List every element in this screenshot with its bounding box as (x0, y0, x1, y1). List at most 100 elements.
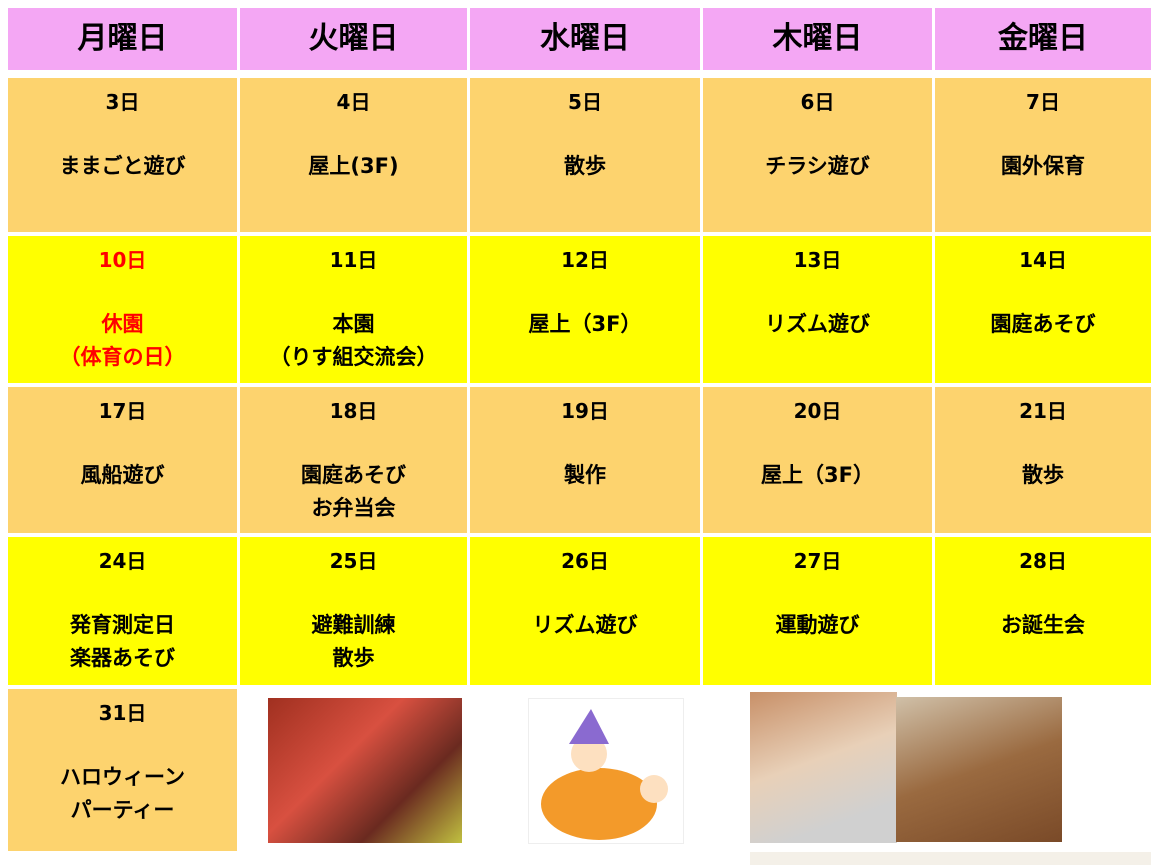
activity-line: リズム遊び (532, 613, 638, 637)
activity-line: 散歩 (1022, 463, 1064, 487)
activity-line: ままごと遊び (59, 154, 186, 178)
day-cell: 7日園外保育 (935, 78, 1151, 232)
activity-line: 園庭あそび (990, 312, 1096, 336)
activity: 風船遊び (8, 459, 237, 492)
illustration (528, 698, 684, 844)
day-header: 火曜日 (240, 8, 467, 70)
day-cell: 10日休園 （体育の日） (8, 236, 237, 383)
activity-line: 屋上(3F) (308, 154, 399, 178)
day-cell: 31日ハロウィーン パーティー (8, 689, 237, 851)
activity-line: 屋上（3F） (761, 463, 874, 487)
activity: 散歩 (935, 459, 1151, 492)
day-header: 月曜日 (8, 8, 237, 70)
date: 11日 (329, 248, 378, 272)
photo (750, 692, 897, 843)
date: 12日 (561, 248, 609, 272)
day-cell: 17日風船遊び (8, 387, 237, 533)
activity-line: 発育測定日 (70, 613, 175, 637)
day-cell: 14日園庭あそび (935, 236, 1151, 383)
activity-line: 風船遊び (80, 463, 165, 487)
activity: 屋上(3F) (240, 150, 467, 183)
activity-line: 楽器あそび (70, 646, 175, 670)
day-cell: 13日リズム遊び (703, 236, 932, 383)
activity-line: 本園 (332, 312, 375, 336)
date: 3日 (105, 90, 140, 114)
day-cell: 11日本園 （りす組交流会） (240, 236, 467, 383)
activity-line: 避難訓練 (311, 613, 396, 637)
day-cell: 4日屋上(3F) (240, 78, 467, 232)
date: 26日 (561, 549, 609, 573)
day-cell: 24日発育測定日楽器あそび (8, 537, 237, 685)
activity-line: （体育の日） (59, 345, 186, 369)
photo (268, 698, 462, 843)
activity-line: 運動遊び (775, 613, 860, 637)
activity-line: パーティー (70, 798, 175, 822)
date: 6日 (800, 90, 835, 114)
day-cell: 26日リズム遊び (470, 537, 700, 685)
date: 31日 (98, 701, 147, 725)
photo (750, 852, 1151, 865)
activity: 避難訓練 散歩 (240, 609, 467, 675)
date: 5日 (568, 90, 602, 114)
activity: 園庭あそび (935, 308, 1151, 341)
photo (896, 697, 1062, 842)
day-header: 金曜日 (935, 8, 1151, 70)
date: 17日 (98, 399, 147, 423)
activity: 園外保育 (935, 150, 1151, 183)
activity-line: （りす組交流会） (269, 345, 438, 369)
activity-line: ハロウィーン (60, 765, 185, 789)
activity: 屋上（3F） (470, 308, 700, 341)
activity-line: 屋上（3F） (528, 312, 642, 336)
day-cell: 5日散歩 (470, 78, 700, 232)
activity-line: 休園 (101, 312, 144, 336)
activity: ままごと遊び (8, 150, 237, 183)
activity: リズム遊び (470, 609, 700, 642)
date: 18日 (329, 399, 378, 423)
date: 10日 (98, 248, 147, 272)
day-header: 木曜日 (703, 8, 932, 70)
day-cell: 12日屋上（3F） (470, 236, 700, 383)
activity-line: お弁当会 (311, 496, 396, 520)
day-cell: 19日製作 (470, 387, 700, 533)
activity: 発育測定日楽器あそび (8, 609, 237, 675)
day-cell: 18日園庭あそびお弁当会 (240, 387, 467, 533)
date: 25日 (329, 549, 378, 573)
activity-line: 園庭あそび (301, 463, 406, 487)
activity: リズム遊び (703, 308, 932, 341)
date: 28日 (1019, 549, 1067, 573)
activity-line: お誕生会 (1001, 613, 1085, 637)
date: 19日 (561, 399, 609, 423)
date: 4日 (336, 90, 371, 114)
activity-line: リズム遊び (765, 312, 870, 336)
activity: 本園 （りす組交流会） (240, 308, 467, 374)
activity-line: チラシ遊び (765, 154, 870, 178)
activity: 運動遊び (703, 609, 932, 642)
activity-line: 製作 (564, 463, 606, 487)
day-cell: 6日チラシ遊び (703, 78, 932, 232)
pumpkin-icon (541, 709, 668, 840)
activity: 屋上（3F） (703, 459, 932, 492)
date: 20日 (793, 399, 842, 423)
activity: チラシ遊び (703, 150, 932, 183)
activity: 休園 （体育の日） (8, 308, 237, 374)
activity-line: 散歩 (332, 646, 375, 670)
date: 13日 (793, 248, 842, 272)
activity-line: 散歩 (564, 154, 606, 178)
date: 24日 (98, 549, 147, 573)
date: 7日 (1026, 90, 1060, 114)
activity: 園庭あそび お弁当会 (240, 459, 467, 525)
date: 14日 (1019, 248, 1067, 272)
date: 21日 (1019, 399, 1067, 423)
date: 27日 (793, 549, 842, 573)
activity: お誕生会 (935, 609, 1151, 642)
day-cell: 25日避難訓練散歩 (240, 537, 467, 685)
activity: 散歩 (470, 150, 700, 183)
day-cell: 3日ままごと遊び (8, 78, 237, 232)
activity-line: 園外保育 (1001, 154, 1085, 178)
activity: ハロウィーン パーティー (8, 761, 237, 827)
activity: 製作 (470, 459, 700, 492)
day-cell: 21日散歩 (935, 387, 1151, 533)
day-cell: 27日運動遊び (703, 537, 932, 685)
day-cell: 20日屋上（3F） (703, 387, 932, 533)
